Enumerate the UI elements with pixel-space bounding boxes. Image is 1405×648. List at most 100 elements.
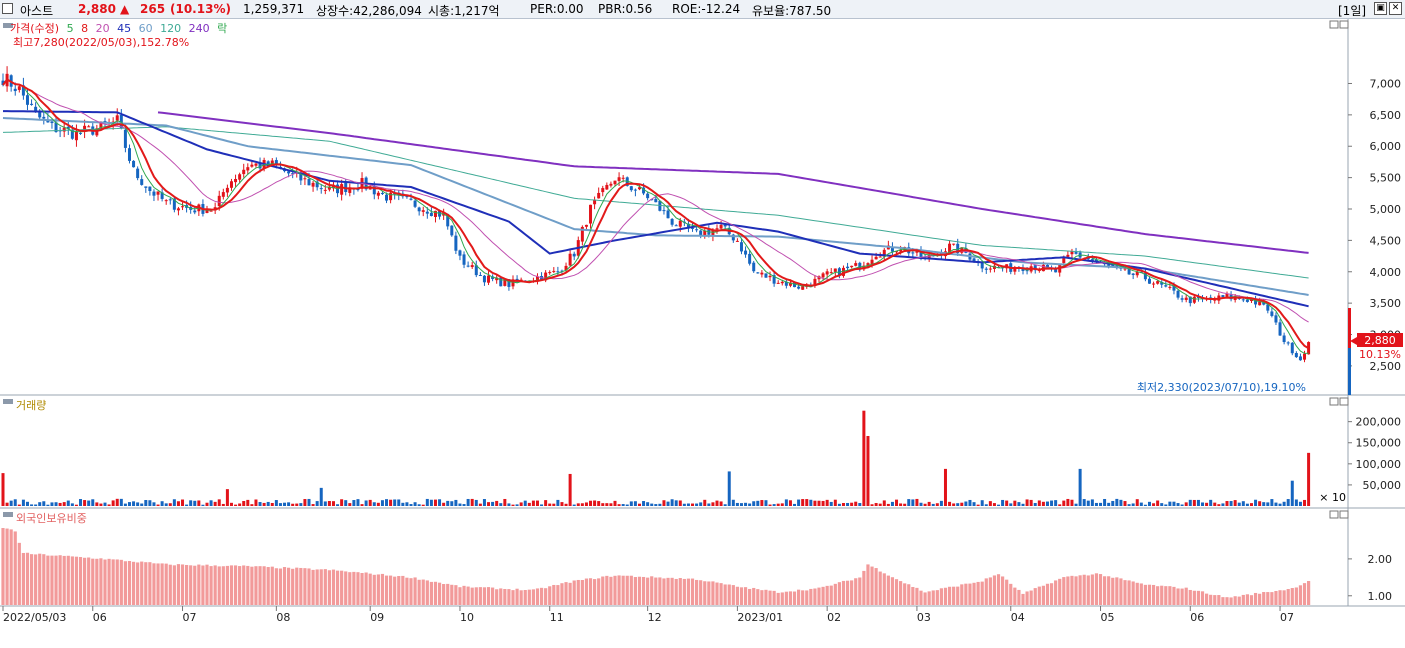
volume-bar (540, 504, 544, 506)
foreign-bar (1164, 586, 1168, 605)
legend-ma120: 120 (160, 22, 181, 35)
high-annotation: 최고7,280(2022/05/03),152.78% (13, 36, 189, 49)
price-panel-max-icon[interactable] (1339, 20, 1349, 29)
volume-bar (1070, 499, 1074, 506)
volume-bar (931, 503, 935, 506)
price-candle (17, 86, 21, 90)
price-candle (380, 193, 384, 195)
foreign-bar (58, 555, 62, 605)
volume-bar (756, 500, 760, 506)
foreign-bar (458, 587, 462, 605)
volume-panel-min-icon[interactable] (1329, 397, 1339, 406)
volume-bar (919, 502, 923, 506)
volume-bar (1258, 501, 1262, 506)
volume-panel-max-icon[interactable] (1339, 397, 1349, 406)
volume-bar (793, 503, 797, 506)
volume-bar (1033, 503, 1037, 506)
price-candle (919, 249, 923, 258)
volume-bar (1201, 502, 1205, 506)
volume-bar (344, 500, 348, 506)
foreign-bar (221, 566, 225, 605)
volume-bar (633, 501, 637, 506)
foreign-panel-min-icon[interactable] (1329, 510, 1339, 519)
foreign-bar (189, 565, 193, 605)
price-candle (617, 177, 621, 181)
foreign-bar (682, 578, 686, 605)
volume-bar (637, 503, 641, 506)
price-candle (764, 273, 768, 278)
foreign-bar (238, 566, 242, 605)
price-candle (984, 268, 988, 270)
ma8-line (2, 78, 1310, 350)
foreign-bar (711, 581, 715, 605)
foreign-bar (499, 588, 503, 605)
foreign-bar (42, 554, 46, 605)
foreign-menu-icon[interactable] (3, 512, 13, 517)
price-candle (474, 265, 478, 276)
foreign-panel-max-icon[interactable] (1339, 510, 1349, 519)
price-candle (1147, 278, 1151, 284)
price-candle (181, 206, 185, 208)
price-candle (221, 192, 225, 197)
volume-bar (446, 500, 450, 506)
price-candle (841, 267, 845, 276)
volume-bar (397, 499, 401, 506)
select-checkbox[interactable] (2, 3, 13, 14)
foreign-bar (1103, 576, 1107, 605)
volume-bar (707, 503, 711, 506)
price-candle (229, 181, 233, 188)
volume-menu-icon[interactable] (3, 399, 13, 404)
volume-bar (466, 498, 470, 506)
price-panel-min-icon[interactable] (1329, 20, 1339, 29)
price-candle (584, 224, 588, 227)
up-arrow-icon: ▲ (120, 2, 130, 16)
volume-bar (1282, 501, 1286, 506)
price-candle (1033, 265, 1037, 271)
price-candle (168, 199, 172, 201)
foreign-bar (1013, 587, 1017, 605)
foreign-bar (564, 582, 568, 605)
volume-bar (352, 500, 356, 506)
foreign-tick-label: 1.00 (1368, 590, 1393, 603)
volume-bar (650, 503, 654, 506)
foreign-bar (870, 566, 874, 605)
foreign-bar (486, 587, 491, 605)
x-tick-label: 11 (550, 611, 564, 624)
volume-bar (678, 500, 682, 506)
price-candle (772, 275, 776, 284)
panel-menu-icon[interactable] (3, 23, 13, 28)
x-tick-label: 07 (1280, 611, 1294, 624)
price-candle (1294, 353, 1298, 358)
foreign-bar (768, 590, 772, 605)
foreign-bar (882, 573, 886, 605)
volume-bar (262, 502, 266, 506)
price-candle (319, 188, 323, 190)
price-candle (287, 171, 291, 174)
foreign-bar (886, 575, 890, 605)
price-candle (784, 281, 788, 286)
foreign-bar (1180, 588, 1184, 605)
volume-bar (915, 498, 919, 506)
foreign-bar (707, 581, 711, 605)
price-candle (1270, 311, 1274, 316)
foreign-bar (1294, 587, 1298, 605)
price-candle (560, 270, 564, 272)
price-candle (429, 212, 433, 217)
foreign-bar (1001, 576, 1005, 605)
volume-bar (295, 503, 299, 506)
volume-bar (984, 504, 988, 506)
foreign-bar (50, 555, 54, 605)
volume-bar (744, 502, 748, 506)
foreign-bar (1262, 592, 1266, 605)
volume-bar (217, 499, 221, 506)
stock-header: 아스트 2,880 ▲ 265 (10.13%) 1,259,371 상장수:4… (0, 0, 1405, 19)
restore-icon[interactable]: ▣ (1374, 2, 1387, 15)
price-candle (225, 187, 229, 193)
foreign-bar (107, 558, 111, 605)
period-label[interactable]: [1일] (1338, 4, 1367, 18)
price-candle (580, 226, 584, 242)
foreign-bar (287, 567, 291, 605)
foreign-bar (450, 584, 454, 605)
close-icon[interactable]: ✕ (1389, 2, 1402, 15)
foreign-bar (801, 590, 805, 605)
